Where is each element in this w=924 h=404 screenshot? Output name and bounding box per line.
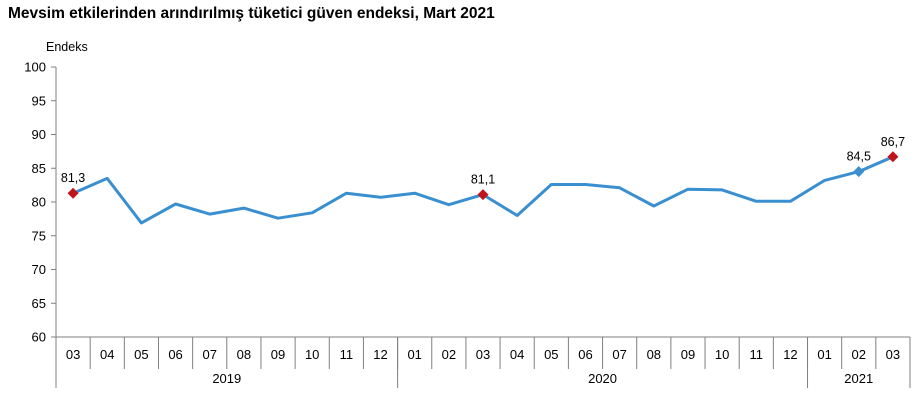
data-label: 81,1 bbox=[471, 173, 495, 187]
x-tick-label: 06 bbox=[578, 347, 592, 362]
x-tick-label: 05 bbox=[134, 347, 148, 362]
data-label: 84,5 bbox=[847, 150, 871, 164]
x-tick-label: 06 bbox=[168, 347, 182, 362]
data-point-marker bbox=[887, 151, 899, 163]
x-tick-label: 03 bbox=[66, 347, 80, 362]
x-tick-label: 05 bbox=[544, 347, 558, 362]
x-tick-label: 03 bbox=[886, 347, 900, 362]
y-tick-label: 70 bbox=[32, 262, 46, 277]
x-tick-label: 09 bbox=[271, 347, 285, 362]
x-tick-label: 02 bbox=[442, 347, 456, 362]
data-point-marker bbox=[477, 189, 489, 201]
x-tick-label: 10 bbox=[305, 347, 319, 362]
y-axis-label: Endeks bbox=[46, 40, 88, 54]
data-point-marker bbox=[853, 166, 865, 178]
x-tick-label: 11 bbox=[340, 347, 354, 362]
plot-area: 81,3 81,1 84,5 86,7 bbox=[61, 135, 905, 225]
y-tick-label: 95 bbox=[32, 93, 46, 108]
x-tick-label: 04 bbox=[100, 347, 114, 362]
year-label: 2019 bbox=[212, 371, 241, 386]
y-tick-label: 85 bbox=[32, 161, 46, 176]
x-tick-label: 09 bbox=[681, 347, 695, 362]
chart-title: Mevsim etkilerinden arındırılmış tüketic… bbox=[8, 5, 495, 22]
x-tick-label: 12 bbox=[783, 347, 797, 362]
y-tick-label: 65 bbox=[32, 296, 46, 311]
x-tick-label: 01 bbox=[407, 347, 421, 362]
x-tick-label: 08 bbox=[647, 347, 661, 362]
y-tick-label: 90 bbox=[32, 127, 46, 142]
axes: 60 65 70 75 80 85 90 95 100 03 04 05 06 07 08 09 10 11 12 0… bbox=[24, 60, 911, 388]
year-label: 2021 bbox=[844, 371, 873, 386]
x-tick-label: 07 bbox=[202, 347, 216, 362]
year-label: 2020 bbox=[588, 371, 617, 386]
x-tick-label: 08 bbox=[237, 347, 251, 362]
x-tick-label: 12 bbox=[373, 347, 387, 362]
x-tick-label: 11 bbox=[750, 347, 764, 362]
x-tick-label: 03 bbox=[476, 347, 490, 362]
x-tick-label: 02 bbox=[852, 347, 866, 362]
y-tick-label: 100 bbox=[24, 60, 46, 75]
y-tick-label: 75 bbox=[32, 228, 46, 243]
x-tick-label: 10 bbox=[715, 347, 729, 362]
x-tick-label: 01 bbox=[817, 347, 831, 362]
data-point-marker bbox=[67, 187, 79, 199]
y-tick-label: 80 bbox=[32, 195, 46, 210]
data-label: 86,7 bbox=[881, 135, 905, 149]
x-tick-label: 04 bbox=[510, 347, 524, 362]
data-label: 81,3 bbox=[61, 171, 85, 185]
y-tick-label: 60 bbox=[32, 330, 46, 345]
x-tick-label: 07 bbox=[612, 347, 626, 362]
